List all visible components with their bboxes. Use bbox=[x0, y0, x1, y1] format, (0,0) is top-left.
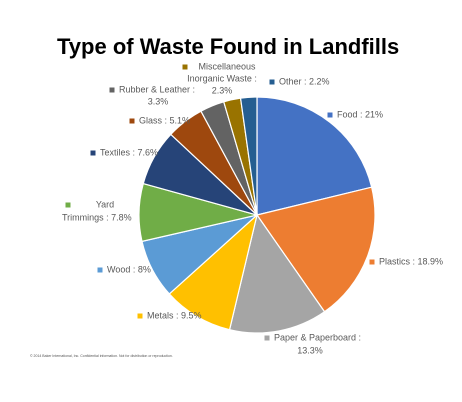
data-label: Food : 21% bbox=[337, 109, 383, 119]
label-swatch bbox=[182, 64, 188, 70]
data-label: Metals : 9.5% bbox=[147, 310, 202, 320]
footnote: © 2014 Baker International, Inc. Confide… bbox=[30, 354, 173, 358]
data-label: Miscellaneous bbox=[198, 61, 256, 71]
pie-slice bbox=[256, 96, 373, 216]
data-label: 3.3% bbox=[148, 96, 169, 106]
data-label: Plastics : 18.9% bbox=[379, 256, 443, 266]
data-label: Glass : 5.1% bbox=[139, 115, 190, 125]
label-swatch bbox=[109, 87, 115, 93]
pie-slice bbox=[228, 213, 326, 334]
data-label: Other : 2.2% bbox=[279, 76, 330, 86]
pie-slice bbox=[256, 186, 376, 313]
label-swatch bbox=[129, 118, 135, 124]
chart-title: Type of Waste Found in Landfills bbox=[57, 34, 399, 59]
data-label: Trimmings : 7.8% bbox=[62, 212, 132, 222]
data-label: Paper & Paperboard : bbox=[274, 332, 361, 342]
label-swatch bbox=[369, 259, 375, 265]
label-swatch bbox=[264, 335, 270, 341]
data-label: Textiles : 7.6% bbox=[100, 147, 158, 157]
label-swatch bbox=[269, 79, 275, 85]
pie-slice bbox=[239, 96, 258, 216]
data-label: Rubber & Leather : bbox=[119, 84, 195, 94]
data-label: Yard bbox=[96, 199, 114, 209]
data-label: Wood : 8% bbox=[107, 264, 151, 274]
label-swatch bbox=[65, 202, 71, 208]
data-label: 13.3% bbox=[297, 345, 323, 355]
data-label: 2.3% bbox=[212, 85, 233, 95]
label-swatch bbox=[327, 112, 333, 118]
label-swatch bbox=[97, 267, 103, 273]
label-swatch bbox=[90, 150, 96, 156]
data-label: Inorganic Waste : bbox=[187, 73, 257, 83]
label-swatch bbox=[137, 313, 143, 319]
